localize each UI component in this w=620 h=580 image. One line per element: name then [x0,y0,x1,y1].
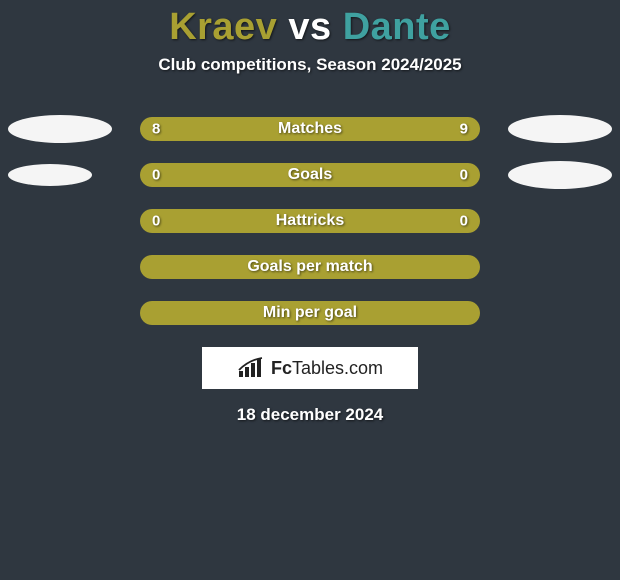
bars-icon [237,357,265,379]
stat-label: Goals [140,166,480,184]
stat-row: Goals0 0 [0,163,620,187]
stat-bar: Goals per match [140,255,480,279]
right-ellipse [508,161,612,189]
stat-label: Matches [140,120,480,138]
title-vs: vs [288,6,331,48]
stat-value-left: 0 [152,167,160,184]
stat-label: Goals per match [140,258,480,276]
stat-value-left: 8 [152,121,160,138]
right-ellipse [508,115,612,143]
subtitle: Club competitions, Season 2024/2025 [0,55,620,75]
stat-row: Goals per match [0,255,620,279]
stat-bar: Goals0 0 [140,163,480,187]
stat-rows: Matches89Goals00Hattricks00Goals per mat… [0,117,620,325]
left-ellipse [8,164,92,186]
date-text: 18 december 2024 [0,405,620,425]
logo-bold: Fc [271,358,292,378]
logo-text: FcTables.com [271,358,383,379]
stat-value-right: 0 [460,167,468,184]
stat-row: Hattricks0 0 [0,209,620,233]
stat-row: Matches8 9 [0,117,620,141]
logo-box: FcTables.com [202,347,418,389]
stat-label: Min per goal [140,304,480,322]
page-title: Kraev vs Dante [0,0,620,49]
left-ellipse [8,115,112,143]
stat-bar: Hattricks0 0 [140,209,480,233]
stat-row: Min per goal [0,301,620,325]
stat-bar: Matches8 9 [140,117,480,141]
stat-value-right: 9 [460,121,468,138]
stat-value-right: 0 [460,213,468,230]
stat-label: Hattricks [140,212,480,230]
title-player1: Kraev [169,6,277,48]
title-player2: Dante [343,6,451,48]
stat-value-left: 0 [152,213,160,230]
stat-bar: Min per goal [140,301,480,325]
logo-rest: Tables.com [292,358,383,378]
